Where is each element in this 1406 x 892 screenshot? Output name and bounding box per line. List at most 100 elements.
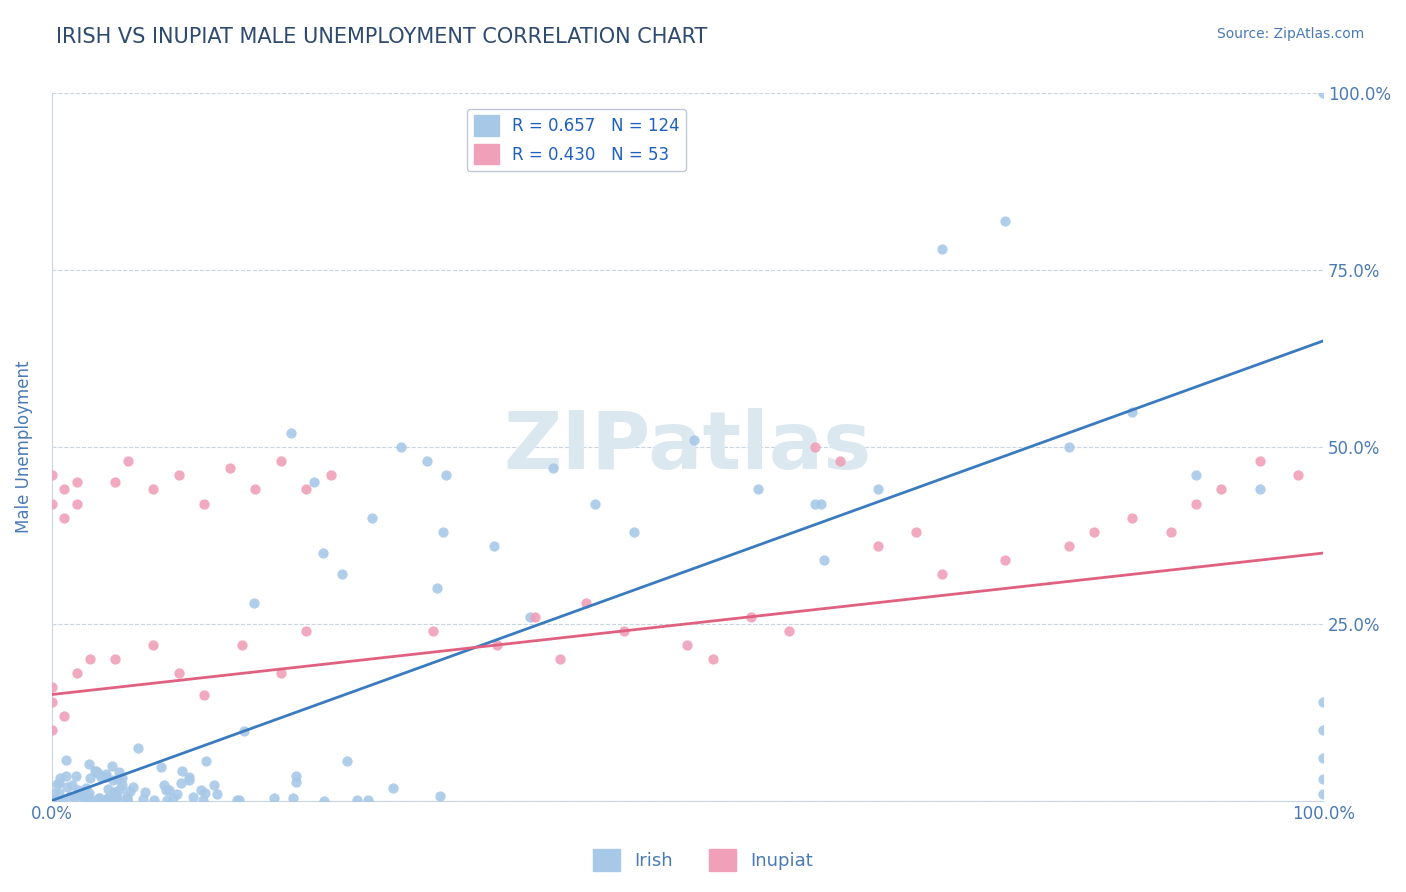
Point xyxy=(72,791,94,805)
Point xyxy=(104,785,127,799)
Point xyxy=(1185,468,1208,483)
Point xyxy=(1312,87,1334,101)
Point xyxy=(87,766,110,780)
Point xyxy=(432,524,454,539)
Point xyxy=(53,510,76,524)
Point xyxy=(101,773,124,788)
Point xyxy=(66,475,89,490)
Point xyxy=(101,791,124,805)
Point xyxy=(79,652,101,666)
Point xyxy=(127,741,149,756)
Point xyxy=(103,785,125,799)
Point xyxy=(523,609,546,624)
Point xyxy=(747,483,769,497)
Point xyxy=(285,775,308,789)
Point xyxy=(231,638,253,652)
Point xyxy=(134,785,156,799)
Point xyxy=(1185,497,1208,511)
Point xyxy=(931,567,953,582)
Point xyxy=(96,792,118,806)
Point xyxy=(194,754,217,768)
Point xyxy=(66,666,89,681)
Point xyxy=(1286,468,1309,483)
Point xyxy=(1057,539,1080,553)
Point xyxy=(416,454,439,468)
Point xyxy=(55,753,77,767)
Point xyxy=(683,433,706,447)
Point xyxy=(67,788,90,802)
Point xyxy=(1312,723,1334,737)
Point xyxy=(79,756,101,771)
Point xyxy=(541,461,564,475)
Point xyxy=(97,791,120,805)
Point xyxy=(143,793,166,807)
Point xyxy=(55,780,77,795)
Text: ZIPatlas: ZIPatlas xyxy=(503,408,872,486)
Point xyxy=(103,787,125,801)
Point xyxy=(1312,751,1334,765)
Point xyxy=(1121,510,1143,524)
Point xyxy=(1249,483,1271,497)
Point xyxy=(167,666,190,681)
Point xyxy=(172,764,194,778)
Point xyxy=(63,790,86,805)
Point xyxy=(312,793,335,807)
Point xyxy=(868,483,890,497)
Point xyxy=(83,764,105,779)
Point xyxy=(48,776,70,790)
Point xyxy=(194,786,217,800)
Point xyxy=(1057,440,1080,454)
Point xyxy=(107,772,129,786)
Point xyxy=(77,789,100,804)
Point xyxy=(381,780,404,795)
Point xyxy=(193,497,215,511)
Point xyxy=(1312,772,1334,787)
Point xyxy=(336,754,359,768)
Point xyxy=(59,789,82,803)
Point xyxy=(676,638,699,652)
Point xyxy=(302,475,325,490)
Point xyxy=(104,791,127,805)
Point xyxy=(48,786,70,800)
Point xyxy=(357,793,380,807)
Point xyxy=(263,790,285,805)
Point xyxy=(270,666,292,681)
Point xyxy=(179,772,201,787)
Point xyxy=(179,770,201,784)
Point xyxy=(1160,524,1182,539)
Point xyxy=(228,793,250,807)
Point xyxy=(153,778,176,792)
Point xyxy=(97,782,120,797)
Point xyxy=(41,723,63,737)
Point xyxy=(429,789,451,803)
Point xyxy=(111,779,134,793)
Point xyxy=(115,789,138,803)
Point xyxy=(813,553,835,567)
Point xyxy=(181,789,204,804)
Point xyxy=(422,624,444,638)
Point xyxy=(65,769,87,783)
Point xyxy=(105,789,128,804)
Point xyxy=(190,782,212,797)
Point xyxy=(810,497,832,511)
Point xyxy=(55,768,77,782)
Point xyxy=(115,791,138,805)
Point xyxy=(702,652,724,666)
Point xyxy=(155,783,177,797)
Point xyxy=(149,760,172,774)
Point xyxy=(778,624,800,638)
Point xyxy=(49,771,72,785)
Text: Source: ZipAtlas.com: Source: ZipAtlas.com xyxy=(1216,27,1364,41)
Point xyxy=(41,695,63,709)
Point xyxy=(46,777,69,791)
Point xyxy=(104,475,127,490)
Point xyxy=(108,765,131,780)
Point xyxy=(79,771,101,785)
Point xyxy=(583,497,606,511)
Point xyxy=(1312,695,1334,709)
Point xyxy=(166,787,188,801)
Point xyxy=(111,771,134,785)
Point xyxy=(994,553,1017,567)
Point xyxy=(87,790,110,805)
Point xyxy=(89,791,111,805)
